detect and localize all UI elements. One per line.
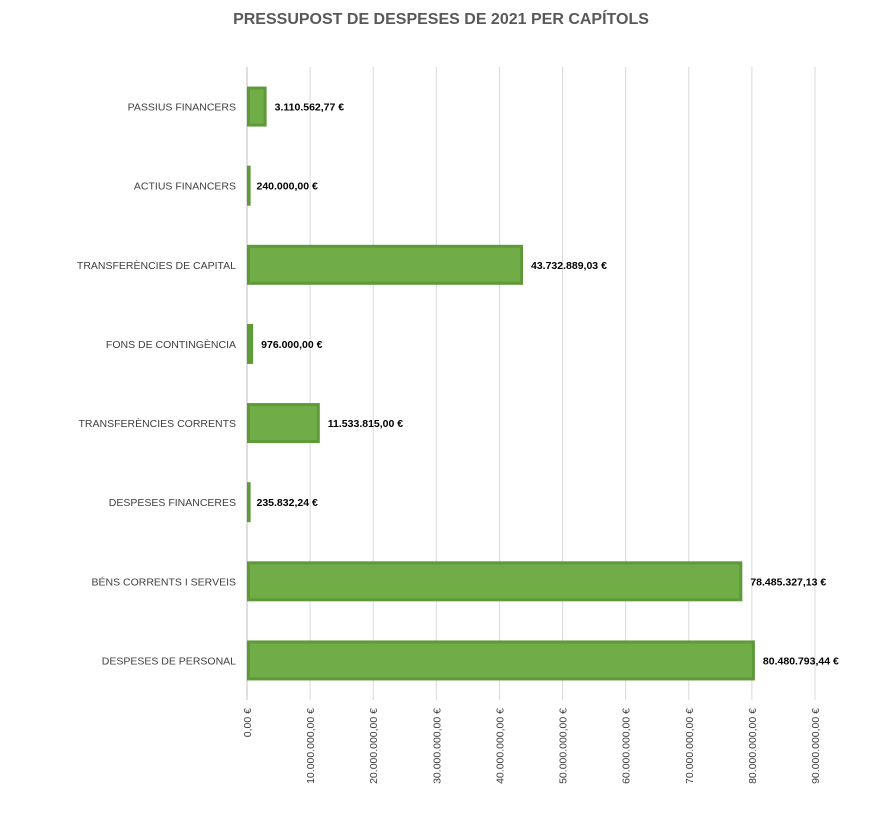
data-label: 3.110.562,77 € <box>275 102 345 114</box>
x-tick-label: 50.000.000,00 € <box>558 708 570 784</box>
data-label: 235.832,24 € <box>256 497 317 509</box>
category-label: TRANSFERÈNCIES DE CAPITAL <box>77 259 236 272</box>
category-label: TRANSFERÈNCIES CORRENTS <box>78 417 236 430</box>
data-label: 976.000,00 € <box>261 339 322 351</box>
category-labels: PASSIUS FINANCERS ACTIUS FINANCERS TRANSFE… <box>77 102 236 668</box>
category-label: FONS DE CONTINGÈNCIA <box>106 338 236 351</box>
x-tick-label: 10.000.000,00 € <box>305 708 317 784</box>
data-label: 78.485.327,13 € <box>750 576 826 588</box>
bars <box>247 86 755 681</box>
x-tick-label: 40.000.000,00 € <box>494 708 506 784</box>
data-label: 43.732.889,03 € <box>531 260 607 272</box>
x-tick-label: 60.000.000,00 € <box>621 708 633 784</box>
category-label: BÉNS CORRENTS I SERVEIS <box>91 575 236 588</box>
data-label: 11.533.815,00 € <box>328 418 403 430</box>
bar <box>247 86 267 127</box>
data-labels: 3.110.562,77 € 240.000,00 € 43.732.889,03 … <box>256 102 838 668</box>
x-tick-label: 30.000.000,00 € <box>431 708 443 784</box>
bar <box>247 403 320 444</box>
gridlines <box>246 67 816 700</box>
category-label: DESPESES FINANCERES <box>109 497 236 509</box>
x-tick-label: 90.000.000,00 € <box>810 708 822 784</box>
bar <box>247 640 755 681</box>
data-label: 240.000,00 € <box>257 181 318 193</box>
x-axis-tick-labels: 0,00 € 10.000.000,00 € 20.000.000,00 € 30.0… <box>242 708 822 784</box>
x-tick-label: 0,00 € <box>242 708 254 737</box>
bar <box>247 561 743 602</box>
bar <box>247 165 251 206</box>
x-tick-label: 20.000.000,00 € <box>368 708 380 784</box>
bar <box>247 482 251 523</box>
x-tick-label: 80.000.000,00 € <box>747 708 759 784</box>
category-label: PASSIUS FINANCERS <box>128 102 236 114</box>
data-label: 80.480.793,44 € <box>763 655 839 667</box>
bar <box>247 323 254 364</box>
chart-title: PRESSUPOST DE DESPESES DE 2021 PER CAPÍT… <box>233 9 649 28</box>
x-tick-label: 70.000.000,00 € <box>684 708 696 784</box>
category-label: ACTIUS FINANCERS <box>134 181 236 193</box>
category-label: DESPESES DE PERSONAL <box>102 655 236 667</box>
bar <box>247 244 524 285</box>
